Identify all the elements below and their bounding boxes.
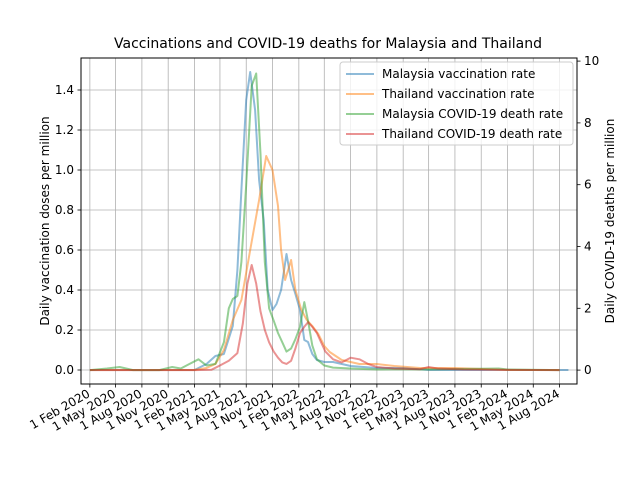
y-axis-left-ticks: 0.0 0.2 0.4 0.6 0.8 1.0 1.2 1.4 bbox=[55, 83, 81, 377]
y-axis-left-label: Daily vaccination doses per million bbox=[38, 116, 52, 325]
y-axis-right-label: Daily COVID-19 deaths per million bbox=[603, 119, 617, 324]
legend-box bbox=[339, 61, 574, 146]
series-line-1 bbox=[89, 71, 569, 371]
y-tick-label-right: 4 bbox=[584, 239, 592, 253]
y-tick-label-left: 0.6 bbox=[55, 243, 74, 257]
series-lines bbox=[89, 71, 569, 372]
plot-frame bbox=[80, 57, 578, 385]
y-tick-label-left: 0.8 bbox=[55, 203, 74, 217]
y-tick-label-right: 2 bbox=[584, 301, 592, 315]
legend-label: Malaysia COVID-19 death rate bbox=[382, 107, 563, 121]
series-line-3 bbox=[89, 72, 560, 372]
legend: Malaysia vaccination rate Thailand vaccin… bbox=[339, 61, 574, 146]
y-tick-label-right: 0 bbox=[584, 363, 592, 377]
y-tick-label-right: 10 bbox=[584, 54, 599, 68]
y-tick-label-left: 1.0 bbox=[55, 163, 74, 177]
series-line-2 bbox=[89, 155, 560, 371]
legend-label: Malaysia vaccination rate bbox=[382, 67, 535, 81]
y-tick-label-left: 1.2 bbox=[55, 123, 74, 137]
y-tick-label-right: 8 bbox=[584, 116, 592, 130]
y-tick-label-right: 6 bbox=[584, 178, 592, 192]
y-tick-label-left: 0.2 bbox=[55, 323, 74, 337]
legend-label: Thailand COVID-19 death rate bbox=[381, 127, 562, 141]
legend-label: Thailand vaccination rate bbox=[381, 87, 534, 101]
y-tick-label-left: 1.4 bbox=[55, 83, 74, 97]
chart-title: Vaccinations and COVID-19 deaths for Mal… bbox=[114, 36, 542, 52]
y-tick-label-left: 0.4 bbox=[55, 283, 74, 297]
series-line-4 bbox=[89, 264, 560, 372]
y-tick-label-left: 0.0 bbox=[55, 363, 74, 377]
y-axis-right-ticks: 0 2 4 6 8 10 bbox=[577, 54, 599, 377]
